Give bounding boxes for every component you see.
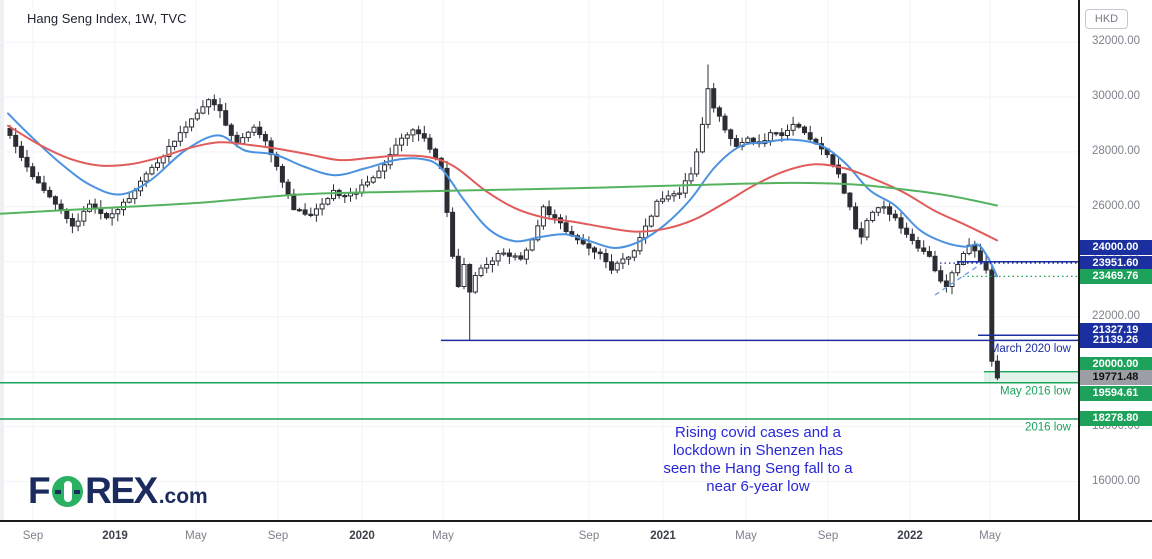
price-tick-28000.00: 28000.00 [1092,144,1140,157]
left-edge-strip [0,0,4,559]
level-lines: March 2020 low May 2016 low 2016 low [0,261,1078,434]
ma-line-mid [7,124,998,242]
price-badge-19594.61: 19594.61 [1079,386,1152,402]
chart-title: Hang Seng Index, 1W, TVC [27,11,187,26]
price-badge-21139.26: 21139.26 [1079,332,1152,348]
forex-logo-bar [63,481,72,502]
time-label-2022: 2022 [897,530,923,542]
price-badge-23951.60: 23951.60 [1079,255,1152,271]
price-tick-30000.00: 30000.00 [1092,89,1140,102]
price-badge-18278.80: 18278.80 [1079,411,1152,427]
time-axis[interactable]: Sep 2019 May Sep 2020 May Sep 2021 May Sep 2022 May [0,522,1152,559]
forex-logo-f: F [28,470,51,511]
price-axis[interactable]: 32000.00 30000.00 28000.00 26000.00 24000.00… [1079,0,1152,520]
ma-line-fast [7,112,998,278]
time-label-may: May [735,530,757,542]
forex-logo-com: .com [158,485,208,508]
time-label-sep: Sep [267,530,289,542]
price-badge-20000.00: 20000.00 [1079,357,1152,373]
price-axis-separator [1078,0,1080,559]
time-label-may: May [185,530,207,542]
callout-text: Rising covid cases and a lockdown in She… [663,424,853,495]
price-tick-32000.00: 32000.00 [1092,35,1140,47]
forex-logo: F REX .com [28,470,208,511]
forex-logo-rex: REX [85,470,158,511]
price-badge-24000.00: 24000.00 [1079,239,1152,255]
level-label-2016-low: 2016 low [1025,422,1072,434]
support-zone [984,371,1078,383]
time-axis-separator [0,520,1152,522]
time-label-sep: Sep [578,530,600,542]
candlestick-series [7,64,1000,381]
time-label-2021: 2021 [650,530,676,542]
gridlines [0,0,1078,520]
time-label-may: May [979,530,1001,542]
currency-badge[interactable]: HKD [1085,9,1128,29]
level-label-march-2020-low: March 2020 low [990,343,1072,355]
price-badge-19771.48: 19771.48 [1079,370,1152,386]
time-label-sep: Sep [22,530,44,542]
price-tick-26000.00: 26000.00 [1092,199,1140,212]
plot-area [0,0,1078,520]
price-badge-23469.76: 23469.76 [1079,268,1152,284]
time-label-2020: 2020 [349,530,375,542]
time-label-sep: Sep [817,530,839,542]
forex-logo-target-icon [52,476,84,507]
level-label-may-2016-low: May 2016 low [1000,385,1072,397]
time-label-may: May [432,530,454,542]
price-tick-22000.00: 22000.00 [1092,309,1140,322]
time-label-2019: 2019 [102,530,128,542]
ma-line-slow [0,181,998,215]
price-tick-16000.00: 16000.00 [1092,474,1140,487]
forex-logo-dash-left [55,490,62,494]
forex-logo-dash-right [74,490,81,494]
trendline[interactable] [934,257,991,296]
